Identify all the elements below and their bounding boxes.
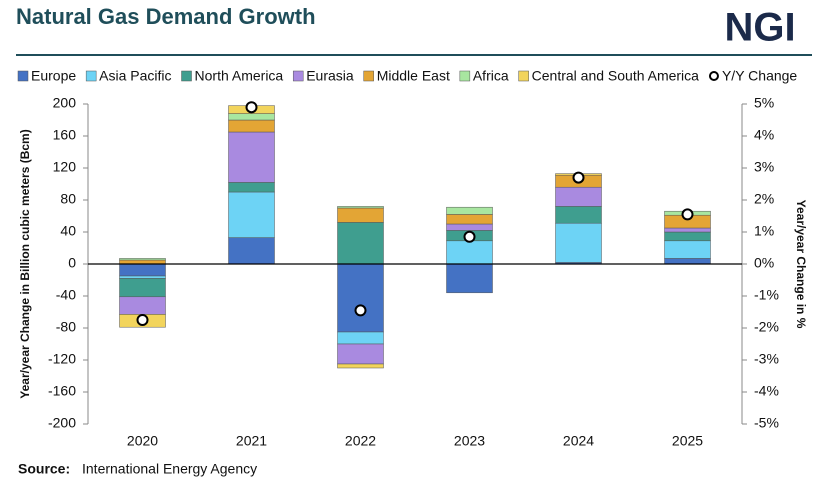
y-tick-label: -200	[48, 415, 76, 431]
bar-segment	[337, 331, 384, 345]
y-tick-label: -160	[48, 383, 76, 399]
y-tick-label: 40	[60, 223, 76, 239]
legend-label: Central and South America	[532, 68, 700, 84]
y2-tick-label: 2%	[754, 191, 774, 207]
x-tick-label: 2023	[454, 433, 485, 449]
y2-tick-label: -2%	[754, 319, 779, 335]
y-tick-label: 0	[68, 255, 76, 271]
legend-label: Africa	[473, 68, 509, 84]
bar-segment	[228, 237, 275, 265]
legend-marker	[708, 71, 719, 81]
bar-segment	[119, 296, 166, 315]
legend-label: Asia Pacific	[99, 68, 171, 84]
bar-segment	[228, 119, 275, 133]
y2-tick-label: -5%	[754, 415, 779, 431]
bar-segment	[337, 206, 384, 209]
y2-tick-label: 1%	[754, 223, 774, 239]
bar-segment	[337, 363, 384, 369]
bar-segment	[664, 227, 711, 233]
source-text: International Energy Agency	[82, 461, 257, 477]
legend-swatch	[85, 70, 97, 82]
bar-segment	[446, 240, 493, 265]
y-tick-label: 200	[53, 95, 77, 111]
y-tick-label: -80	[56, 319, 76, 335]
legend-label: North America	[195, 68, 284, 84]
bar-segment	[228, 191, 275, 238]
bar-segment	[119, 275, 166, 279]
legend-label: Middle East	[377, 68, 450, 84]
y-tick-label: -40	[56, 287, 76, 303]
y-tick-label: 80	[60, 191, 76, 207]
bar-segment	[555, 206, 602, 224]
bar-segment	[119, 258, 166, 261]
legend-label: Y/Y Change	[722, 68, 797, 84]
x-tick-label: 2024	[563, 433, 594, 449]
legend-swatch	[518, 70, 529, 82]
x-tick-label: 2021	[236, 433, 267, 449]
bar-segment	[337, 207, 384, 223]
yy-point	[245, 101, 258, 114]
y-axis-label: Year/year Change in Billion cubic meters…	[18, 129, 32, 398]
legend-swatch	[459, 70, 471, 82]
bar-segment	[555, 186, 602, 207]
y-tick-label: 120	[53, 159, 77, 175]
source-label: Source:	[18, 461, 70, 477]
bar-segment	[228, 131, 275, 183]
bar-segment	[446, 214, 493, 225]
yy-point	[463, 230, 476, 243]
y2-tick-label: -1%	[754, 287, 779, 303]
bar-segment	[664, 258, 711, 265]
y-tick-label: -120	[48, 351, 76, 367]
yy-point	[572, 171, 585, 184]
legend-swatch	[181, 70, 192, 82]
y2-tick-label: 4%	[754, 127, 774, 143]
bar-segment	[337, 222, 384, 265]
logo: NGI	[724, 6, 795, 50]
bar-segment	[119, 263, 166, 277]
legend-swatch	[363, 70, 374, 82]
yy-point	[354, 304, 367, 317]
bar-segment	[446, 206, 493, 215]
bar-segment	[228, 182, 275, 193]
bar-segment	[228, 113, 275, 121]
bar-segment	[119, 278, 166, 298]
x-tick-label: 2020	[127, 433, 158, 449]
legend-swatch	[17, 70, 29, 82]
legend-swatch	[292, 70, 304, 82]
bar-segment	[337, 343, 384, 365]
y2-axis-label: Year/year Change in %	[794, 200, 808, 329]
bar-segment	[664, 240, 711, 259]
yy-point	[681, 208, 694, 221]
legend-label: Eurasia	[306, 68, 354, 84]
x-tick-label: 2022	[345, 433, 376, 449]
y2-tick-label: 0%	[754, 255, 774, 271]
bar-segment	[664, 231, 711, 242]
y2-tick-label: -4%	[754, 383, 779, 399]
y-tick-label: 160	[53, 127, 77, 143]
bar-segment	[446, 263, 493, 294]
bar-segment	[337, 263, 384, 333]
bar-segment	[446, 223, 493, 231]
y2-tick-label: 5%	[754, 95, 774, 111]
chart-title: Natural Gas Demand Growth	[16, 4, 316, 29]
y2-tick-label: 3%	[754, 159, 774, 175]
x-tick-label: 2025	[672, 433, 703, 449]
legend-label: Europe	[31, 68, 76, 84]
yy-point	[136, 314, 149, 326]
bar-segment	[555, 222, 602, 263]
y2-tick-label: -3%	[754, 351, 779, 367]
